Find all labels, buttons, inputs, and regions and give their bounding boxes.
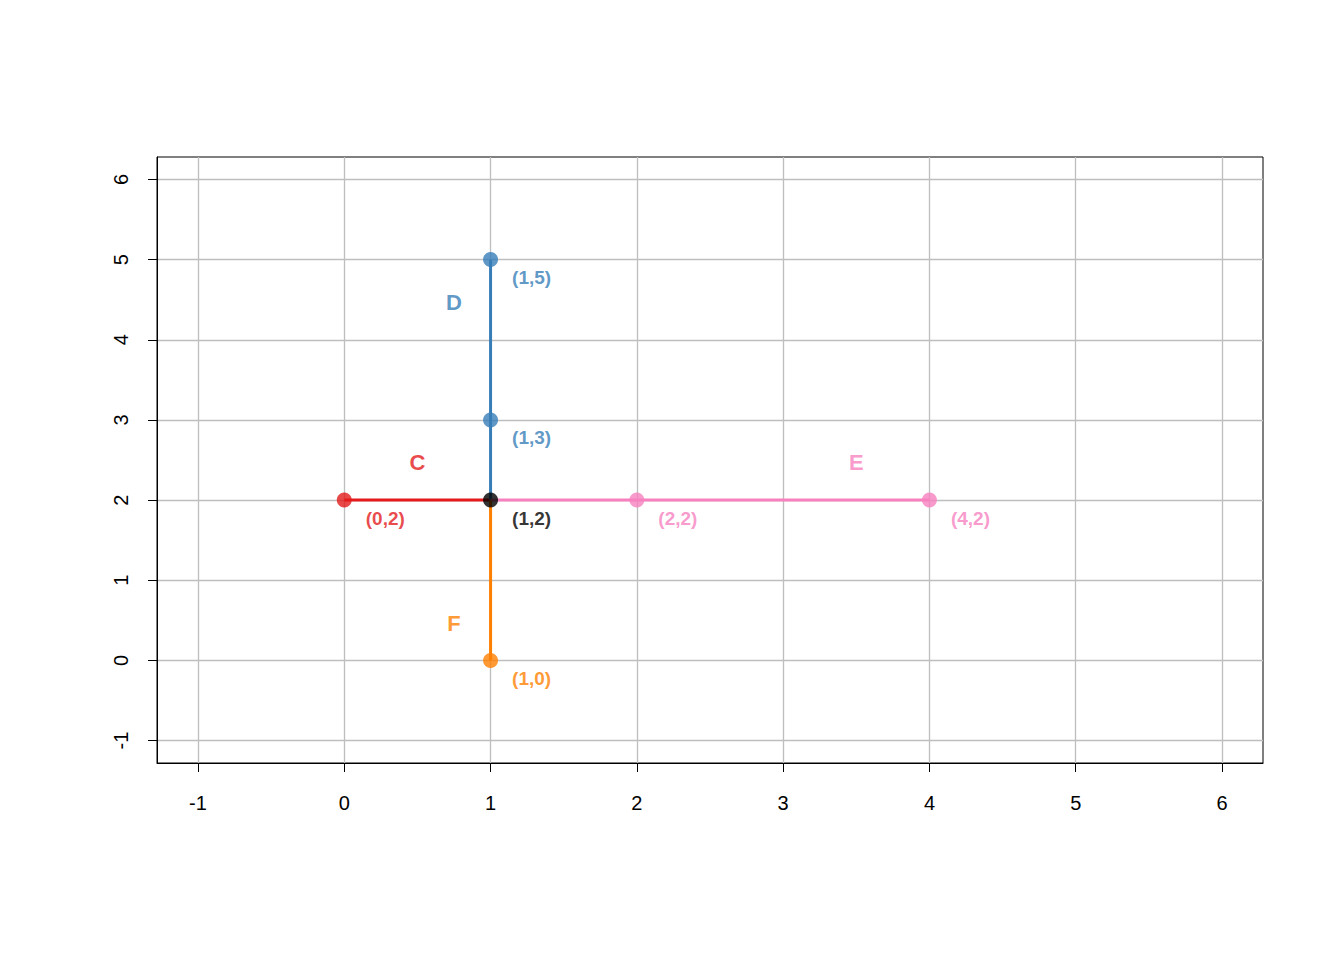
svg-text:1: 1	[485, 792, 496, 814]
svg-text:D: D	[446, 290, 462, 315]
svg-text:3: 3	[778, 792, 789, 814]
svg-text:4: 4	[110, 334, 132, 345]
svg-text:2: 2	[631, 792, 642, 814]
svg-text:(1,0): (1,0)	[512, 668, 551, 689]
svg-text:(0,2): (0,2)	[366, 508, 405, 529]
svg-text:(1,3): (1,3)	[512, 427, 551, 448]
svg-text:1: 1	[110, 575, 132, 586]
svg-text:-1: -1	[110, 732, 132, 750]
svg-text:E: E	[849, 450, 864, 475]
svg-text:6: 6	[110, 174, 132, 185]
svg-text:(2,2): (2,2)	[658, 508, 697, 529]
svg-text:5: 5	[1070, 792, 1081, 814]
svg-text:C: C	[409, 450, 425, 475]
svg-text:F: F	[447, 611, 460, 636]
svg-text:6: 6	[1216, 792, 1227, 814]
svg-text:4: 4	[924, 792, 935, 814]
svg-text:(1,2): (1,2)	[512, 508, 551, 529]
svg-text:3: 3	[110, 414, 132, 425]
svg-text:(4,2): (4,2)	[951, 508, 990, 529]
svg-text:5: 5	[110, 254, 132, 265]
svg-text:0: 0	[339, 792, 350, 814]
svg-text:0: 0	[110, 655, 132, 666]
svg-text:-1: -1	[189, 792, 207, 814]
svg-text:(1,5): (1,5)	[512, 267, 551, 288]
svg-text:2: 2	[110, 495, 132, 506]
